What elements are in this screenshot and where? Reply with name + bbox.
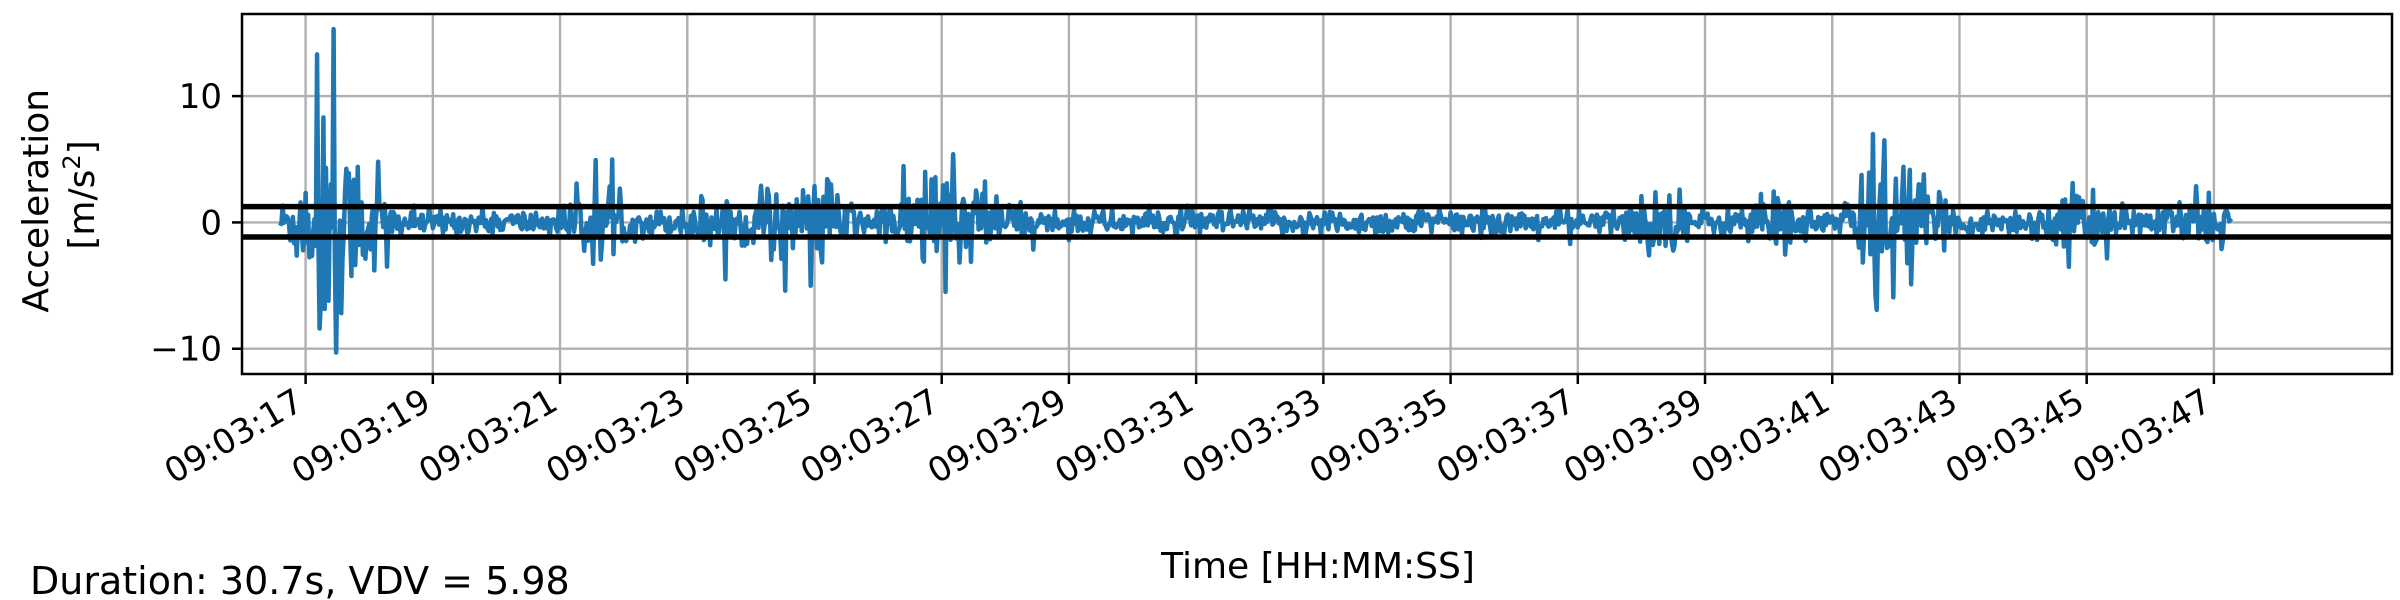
signal-trace	[278, 26, 2234, 355]
y-axis-label-unit-suffix: ]	[62, 140, 103, 154]
y-tick-label: −10	[150, 330, 222, 370]
y-tick-label: 0	[200, 203, 222, 243]
y-axis-label-unit-prefix: [m/s	[62, 170, 103, 250]
y-axis-label: Acceleration [m/s2]	[16, 77, 103, 312]
y-axis-label-line2: [m/s2]	[58, 140, 103, 249]
acceleration-series-line	[278, 26, 2234, 355]
y-axis-label-line1: Acceleration	[16, 89, 57, 313]
threshold-lines-front	[242, 203, 2392, 240]
x-axis-label: Time [HH:MM:SS]	[1160, 546, 1475, 587]
y-axis-ticks: −10 0 10	[150, 77, 242, 370]
y-tick-label: 10	[179, 77, 222, 117]
summary-footer: Duration: 30.7s, VDV = 5.98	[30, 559, 570, 600]
plot-frame	[240, 12, 2394, 376]
y-axis-label-unit-exponent: 2	[58, 154, 86, 169]
